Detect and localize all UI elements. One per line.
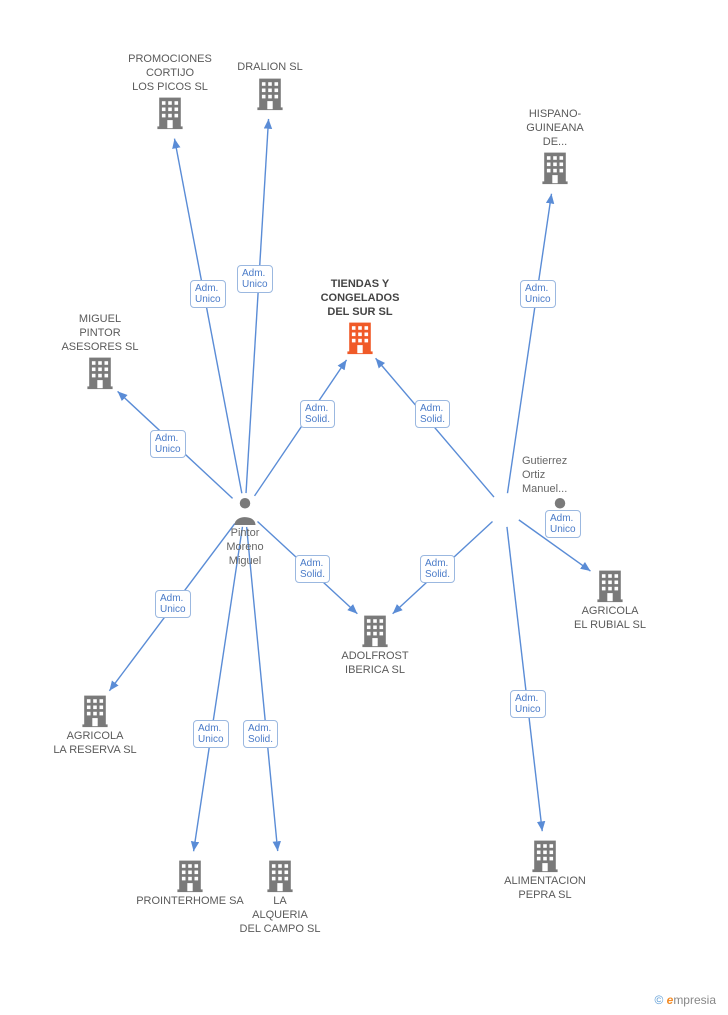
building-icon <box>215 75 325 111</box>
building-icon <box>40 692 150 728</box>
edge-label: Adm.Unico <box>510 690 546 718</box>
node-promociones: PROMOCIONESCORTIJOLOS PICOS SL <box>115 51 225 130</box>
copyright-symbol: © <box>654 993 663 1007</box>
building-icon <box>555 567 665 603</box>
edge-line <box>507 194 551 493</box>
node-label: TIENDAS YCONGELADOSDEL SUR SL <box>305 278 415 319</box>
node-dralion: DRALION SL <box>215 59 325 111</box>
diagram-canvas: TIENDAS YCONGELADOSDEL SUR SL PROMOCIONE… <box>0 0 728 1015</box>
edge-label: Adm.Solid. <box>415 400 450 428</box>
edge-line <box>255 360 347 496</box>
edge-label: Adm.Solid. <box>243 720 278 748</box>
node-central: TIENDAS YCONGELADOSDEL SUR SL <box>305 276 415 355</box>
edge-label: Adm.Unico <box>545 510 581 538</box>
edge-label: Adm.Solid. <box>295 555 330 583</box>
building-icon <box>500 149 610 185</box>
brand-rest: mpresia <box>673 993 716 1007</box>
building-icon <box>490 837 600 873</box>
watermark: © empresia <box>654 993 716 1007</box>
node-label: DRALION SL <box>215 61 325 75</box>
node-alimentacion: ALIMENTACIONPEPRA SL <box>490 837 600 903</box>
edge-line <box>246 119 269 493</box>
building-icon <box>320 612 430 648</box>
building-icon <box>305 319 415 355</box>
edge-label: Adm.Solid. <box>420 555 455 583</box>
node-label: LAALQUERIADEL CAMPO SL <box>225 895 335 936</box>
node-miguel_asesores: MIGUELPINTORASESORES SL <box>45 311 155 390</box>
node-adolfrost: ADOLFROSTIBERICA SL <box>320 612 430 678</box>
building-icon <box>45 354 155 390</box>
edge-label: Adm.Unico <box>150 430 186 458</box>
edge-label: Adm.Solid. <box>300 400 335 428</box>
edge-line <box>247 527 278 851</box>
node-label: ALIMENTACIONPEPRA SL <box>490 875 600 903</box>
node-hispano: HISPANO-GUINEANADE... <box>500 106 610 185</box>
node-agricola_rubial: AGRICOLAEL RUBIAL SL <box>555 567 665 633</box>
node-label: PROMOCIONESCORTIJOLOS PICOS SL <box>115 53 225 94</box>
node-label: AGRICOLAEL RUBIAL SL <box>555 605 665 633</box>
node-label: PintorMorenoMiguel <box>190 527 300 568</box>
node-label: ADOLFROSTIBERICA SL <box>320 650 430 678</box>
edge-line <box>507 527 542 831</box>
edge-label: Adm.Unico <box>193 720 229 748</box>
node-label: AGRICOLALA RESERVA SL <box>40 730 150 758</box>
node-label: HISPANO-GUINEANADE... <box>500 108 610 149</box>
edge-label: Adm.Unico <box>237 265 273 293</box>
node-label: GutierrezOrtizManuel... <box>522 455 602 496</box>
edge-label: Adm.Unico <box>190 280 226 308</box>
node-label: MIGUELPINTORASESORES SL <box>45 313 155 354</box>
node-alqueria: LAALQUERIADEL CAMPO SL <box>225 857 335 936</box>
edge-label: Adm.Unico <box>155 590 191 618</box>
building-icon <box>115 94 225 130</box>
edge-label: Adm.Unico <box>520 280 556 308</box>
edge-line <box>194 527 243 851</box>
building-icon <box>225 857 335 893</box>
person-icon <box>190 495 300 525</box>
node-agricola_reserva: AGRICOLALA RESERVA SL <box>40 692 150 758</box>
node-pintor: PintorMorenoMiguel <box>190 495 300 568</box>
